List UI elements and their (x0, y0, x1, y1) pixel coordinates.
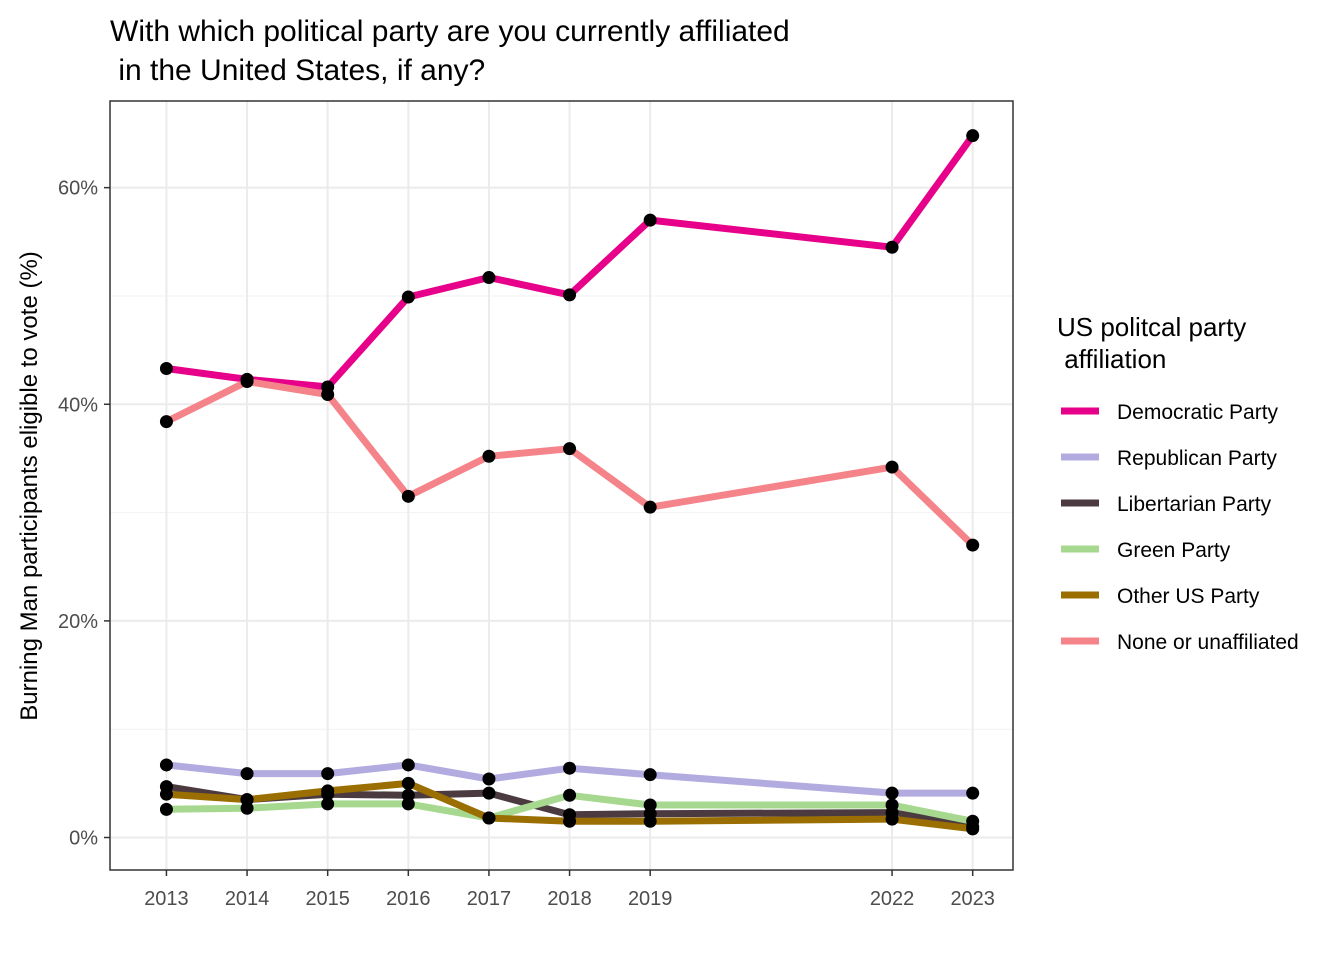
data-point (643, 500, 657, 514)
data-point (482, 449, 496, 463)
data-point (401, 489, 415, 503)
data-point (563, 788, 577, 802)
y-tick-label: 40% (58, 394, 98, 416)
x-tick-label: 2016 (386, 888, 431, 910)
data-point (563, 761, 577, 775)
chart-title: With which political party are you curre… (110, 15, 790, 87)
data-point (643, 213, 657, 227)
legend-label: Other US Party (1117, 585, 1260, 608)
data-point (401, 776, 415, 790)
data-point (159, 787, 173, 801)
y-tick-label: 0% (69, 828, 98, 850)
x-tick-label: 2022 (870, 888, 915, 910)
data-point (159, 758, 173, 772)
data-point (159, 415, 173, 429)
x-tick-label: 2019 (628, 888, 673, 910)
data-point (966, 822, 980, 836)
y-tick-label: 60% (58, 178, 98, 200)
data-point (643, 768, 657, 782)
data-point (966, 786, 980, 800)
data-point (885, 798, 899, 812)
data-point (321, 388, 335, 402)
y-axis-title: Burning Man participants eligible to vot… (16, 251, 43, 721)
data-point (482, 811, 496, 825)
data-point (563, 288, 577, 302)
legend: US politcal party affiliation Democratic… (1057, 312, 1299, 654)
plot-panel (109, 100, 1014, 871)
data-point (966, 129, 980, 143)
data-point (240, 793, 254, 807)
panel-background (110, 101, 1013, 870)
data-point (563, 442, 577, 456)
data-point (643, 798, 657, 812)
data-point (563, 814, 577, 828)
data-point (643, 814, 657, 828)
data-point (240, 767, 254, 781)
data-point (966, 538, 980, 552)
legend-title-line-2: affiliation (1057, 344, 1166, 374)
legend-label: Libertarian Party (1117, 493, 1272, 516)
x-tick-label: 2013 (144, 888, 189, 910)
legend-label: None or unaffiliated (1117, 631, 1299, 654)
y-axis: 0% 20% 40% 60% (58, 178, 110, 850)
data-point (885, 786, 899, 800)
data-point (401, 758, 415, 772)
data-point (885, 460, 899, 474)
legend-items: Democratic Party Republican Party Libertar… (1061, 401, 1299, 654)
legend-label: Democratic Party (1117, 401, 1279, 424)
data-point (401, 797, 415, 811)
data-point (159, 362, 173, 376)
data-point (159, 802, 173, 816)
chart-title-line-1: With which political party are you curre… (110, 15, 790, 48)
data-point (482, 786, 496, 800)
panel-border (109, 100, 1014, 871)
legend-label: Republican Party (1117, 447, 1277, 470)
data-point (482, 271, 496, 285)
data-point (885, 240, 899, 254)
data-point (240, 375, 254, 389)
data-point (321, 784, 335, 798)
data-point (885, 812, 899, 826)
data-point (321, 797, 335, 811)
data-point (482, 772, 496, 786)
legend-title-line-1: US politcal party (1057, 312, 1246, 342)
data-point (321, 767, 335, 781)
x-tick-label: 2023 (950, 888, 995, 910)
x-tick-label: 2017 (467, 888, 512, 910)
x-tick-label: 2018 (547, 888, 592, 910)
y-tick-label: 20% (58, 611, 98, 633)
chart-title-line-2: in the United States, if any? (110, 54, 485, 87)
x-tick-label: 2014 (225, 888, 270, 910)
data-point (401, 290, 415, 304)
legend-label: Green Party (1117, 539, 1231, 562)
x-axis: 2013 2014 2015 2016 2017 2018 2019 2022 2023 (144, 870, 995, 910)
x-tick-label: 2015 (305, 888, 350, 910)
